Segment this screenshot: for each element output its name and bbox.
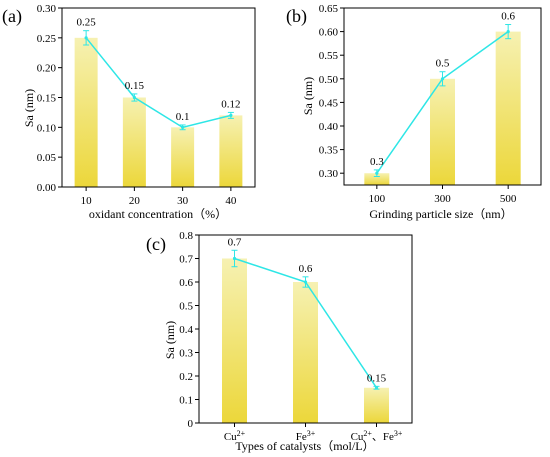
- panel-label: (b): [286, 6, 307, 27]
- data-point: [181, 125, 185, 129]
- data-point: [84, 36, 88, 40]
- x-axis-label: Grinding particle size（nm）: [369, 207, 512, 221]
- y-tick-label: 0.30: [319, 168, 339, 180]
- y-tick-label: 0.8: [179, 230, 193, 242]
- x-tick-label: 300: [434, 193, 451, 205]
- y-tick-label: 0.60: [319, 27, 339, 39]
- data-point: [440, 77, 445, 81]
- x-tick-label: Cu2+: [224, 429, 246, 443]
- y-tick-label: 0.40: [319, 121, 339, 133]
- bar: [293, 282, 318, 423]
- x-tick-label: Fe3+: [296, 429, 316, 443]
- data-point: [506, 30, 510, 34]
- panel-b: (b) Sa (nm) Grinding particle size（nm） 0…: [286, 3, 542, 221]
- data-point: [229, 113, 233, 117]
- panel-c: (c) Sa (nm) Types of catalysts（mol/L） 0 0…: [146, 230, 413, 453]
- bar: [364, 387, 389, 423]
- bar: [222, 258, 247, 423]
- y-tick-label: 0.20: [37, 63, 57, 75]
- bar: [122, 97, 146, 187]
- data-label: 0.1: [176, 111, 190, 123]
- data-label: 0.12: [221, 98, 240, 110]
- y-tick-label: 0.30: [37, 3, 57, 15]
- series-line: [85, 37, 232, 129]
- data-label: 0.25: [77, 17, 97, 29]
- y-tick-label: 0.25: [37, 33, 57, 45]
- bar: [495, 31, 521, 185]
- x-axis-label: oxidant concentration（%）: [89, 207, 227, 221]
- y-tick-label: 0.2: [179, 371, 193, 383]
- y-tick-label: 0.55: [319, 50, 339, 62]
- y-tick-label: 0.6: [179, 277, 193, 289]
- panel-a: (a) Sa (nm) oxidant concentration（%） 0.0…: [2, 3, 256, 221]
- data-label: 0.6: [299, 263, 313, 275]
- data-point: [232, 256, 237, 261]
- y-tick-label: 0.7: [179, 254, 193, 266]
- x-tick-label: 10: [81, 195, 93, 207]
- y-axis-label: Sa (nm): [301, 77, 315, 115]
- x-tick-label: 500: [500, 193, 517, 205]
- x-tick-label: 100: [369, 193, 386, 205]
- data-point: [303, 280, 308, 284]
- y-tick-label: 0.00: [37, 182, 57, 194]
- bar: [364, 173, 390, 185]
- y-tick-label: 0.10: [37, 122, 57, 134]
- y-tick-label: 0.3: [179, 348, 193, 360]
- x-axis-label: Types of catalysts（mol/L）: [235, 439, 374, 453]
- y-axis-label: Sa (nm): [163, 321, 177, 359]
- y-tick-label: 0.35: [319, 145, 339, 157]
- y-tick-label: 0.45: [319, 97, 339, 109]
- bar: [74, 37, 98, 188]
- y-tick-label: 0.50: [319, 74, 339, 86]
- x-tick-label: 40: [225, 195, 237, 207]
- y-tick-label: 0.5: [179, 301, 193, 313]
- x-tick-label: 30: [177, 195, 189, 207]
- data-label: 0.3: [370, 156, 384, 168]
- y-axis-label: Sa (nm): [22, 89, 36, 127]
- bar: [430, 78, 455, 185]
- data-point: [374, 386, 379, 390]
- panel-label: (c): [146, 234, 166, 255]
- y-tick-label: 0.4: [179, 324, 193, 336]
- y-tick-label: 0.1: [179, 395, 193, 407]
- panel-label: (a): [2, 6, 22, 27]
- data-label: 0.6: [501, 11, 515, 23]
- y-tick-label: 0.05: [37, 152, 57, 164]
- y-tick-label: 0: [188, 418, 194, 430]
- data-point: [132, 95, 136, 100]
- bar: [171, 127, 195, 187]
- y-tick-label: 0.15: [37, 93, 57, 105]
- data-label: 0.7: [228, 236, 242, 248]
- x-tick-label: Cu2+、Fe3+: [351, 429, 403, 443]
- data-label: 0.5: [436, 58, 450, 70]
- data-label: 0.15: [367, 372, 387, 384]
- data-label: 0.15: [125, 80, 145, 92]
- data-point: [375, 171, 379, 175]
- y-tick-label: 0.65: [319, 3, 339, 15]
- x-tick-label: 20: [129, 195, 141, 207]
- bar: [219, 115, 243, 187]
